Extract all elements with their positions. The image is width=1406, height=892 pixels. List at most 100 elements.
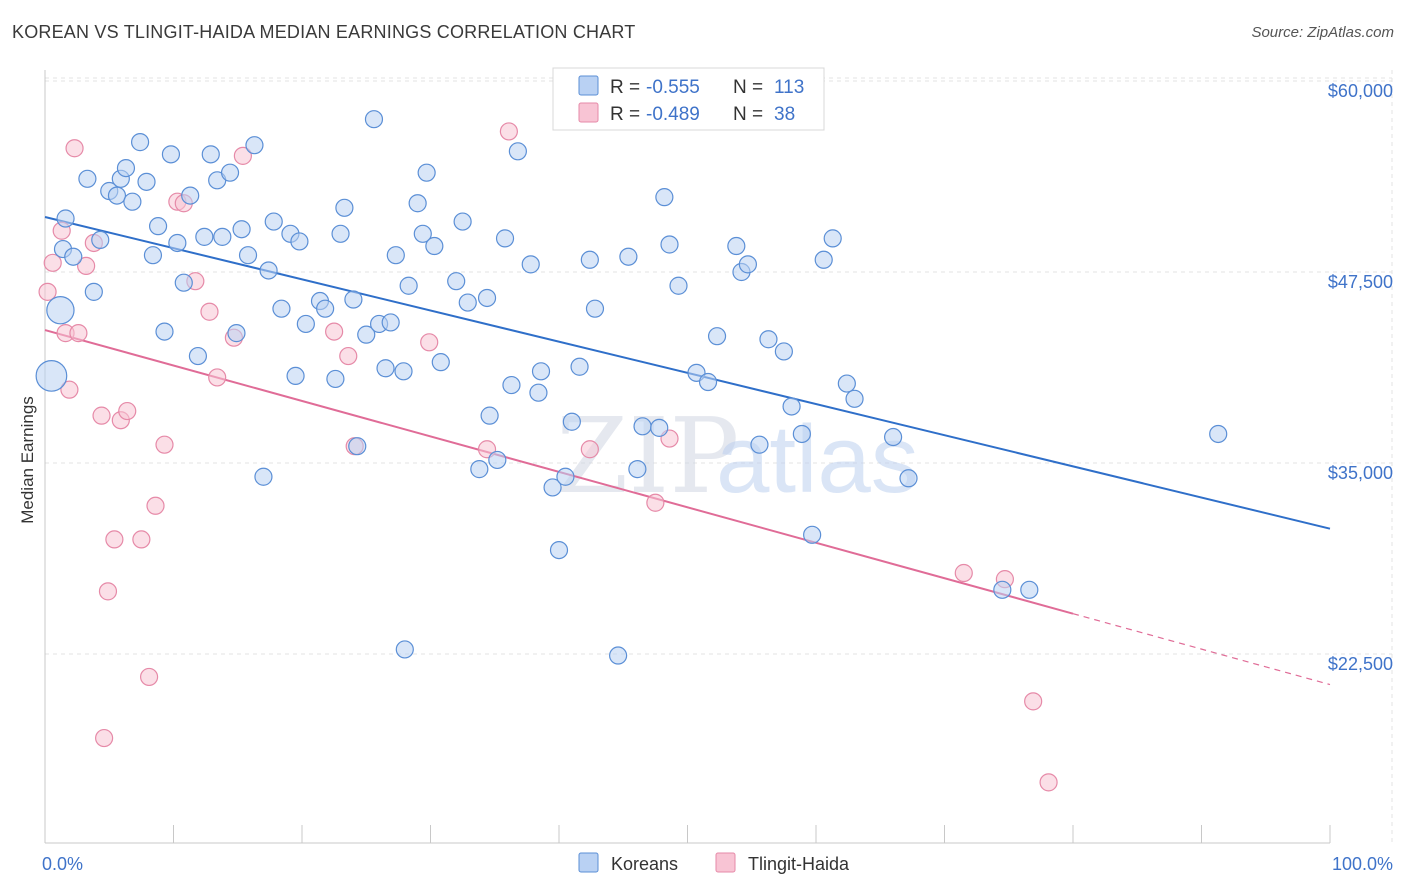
point-koreans-108 [1209, 424, 1228, 444]
point-tlingit-0 [38, 282, 57, 301]
point-koreans-66 [488, 450, 507, 470]
point-koreans-45 [344, 290, 363, 309]
legend-r-tlingit: -0.489 [646, 104, 700, 125]
bottom-legend-swatch-koreans [578, 852, 599, 873]
point-koreans-5 [78, 169, 97, 188]
point-koreans-65 [480, 406, 499, 425]
point-koreans-42 [326, 369, 345, 389]
point-koreans-104 [883, 427, 903, 447]
point-koreans-57 [417, 163, 436, 182]
watermark: ZIP atlas [556, 395, 919, 517]
point-koreans-12 [123, 192, 142, 211]
legend-n-label: N = [733, 77, 763, 98]
point-koreans-52 [386, 246, 405, 265]
point-koreans-21 [181, 186, 200, 205]
point-tlingit-37 [1024, 692, 1043, 711]
point-koreans-39 [296, 314, 315, 334]
point-koreans-74 [549, 540, 569, 560]
point-koreans-59 [431, 353, 450, 372]
point-tlingit-23 [208, 368, 227, 387]
legend-n-koreans: 113 [774, 77, 804, 98]
point-koreans-105 [899, 469, 918, 488]
point-koreans-32 [254, 467, 273, 486]
point-koreans-87 [669, 276, 688, 295]
point-koreans-60 [447, 272, 466, 291]
point-koreans-89 [698, 372, 718, 392]
point-koreans-63 [470, 460, 489, 479]
point-koreans-94 [750, 435, 769, 454]
point-koreans-106 [993, 580, 1012, 599]
point-koreans-80 [609, 646, 628, 665]
bottom-legend-swatch-tlingit [715, 852, 736, 873]
point-koreans-24 [201, 145, 220, 164]
point-koreans-78 [580, 250, 599, 269]
point-koreans-86 [660, 235, 679, 254]
point-tlingit-12 [105, 530, 124, 549]
point-koreans-34 [264, 212, 283, 231]
point-tlingit-14 [118, 401, 137, 421]
point-tlingit-6 [69, 324, 88, 343]
point-koreans-30 [238, 246, 258, 265]
point-koreans-95 [759, 330, 778, 349]
point-koreans-50 [376, 359, 395, 378]
y-tick-label-3: $22,500 [1328, 654, 1393, 674]
point-koreans-79 [585, 299, 605, 318]
point-koreans-69 [508, 142, 527, 161]
bottom-legend-koreans: Koreans [611, 854, 678, 874]
point-koreans-41 [316, 299, 335, 318]
chart-title: KOREAN VS TLINGIT-HAIDA MEDIAN EARNINGS … [12, 22, 636, 42]
y-axis-title: Median Earnings [18, 396, 37, 524]
point-koreans-70 [521, 255, 540, 274]
x-tick-label-0: 0.0% [42, 854, 83, 874]
point-koreans-2 [35, 360, 68, 392]
point-koreans-58 [425, 236, 444, 256]
point-koreans-19 [168, 233, 187, 253]
point-koreans-47 [357, 325, 376, 344]
point-tlingit-11 [98, 582, 118, 601]
legend-r-label-2: R = [610, 104, 640, 125]
point-koreans-100 [814, 250, 833, 269]
point-koreans-64 [477, 288, 497, 308]
point-koreans-68 [502, 375, 521, 395]
source-credit: Source: ZipAtlas.com [1251, 24, 1394, 41]
point-tlingit-1 [43, 253, 62, 272]
point-koreans-96 [774, 342, 793, 361]
point-koreans-28 [227, 324, 246, 343]
point-koreans-98 [792, 424, 811, 444]
point-tlingit-17 [146, 496, 165, 515]
point-koreans-102 [837, 374, 856, 393]
legend-n-tlingit: 38 [774, 104, 795, 125]
point-koreans-82 [628, 460, 647, 479]
point-tlingit-7 [77, 256, 96, 275]
point-koreans-18 [161, 145, 181, 164]
point-koreans-77 [570, 357, 589, 376]
legend-swatch-koreans [578, 75, 599, 96]
point-tlingit-26 [325, 322, 344, 341]
point-koreans-55 [408, 194, 427, 213]
point-koreans-53 [394, 362, 413, 381]
point-koreans-51 [381, 313, 400, 332]
point-koreans-61 [453, 212, 472, 231]
y-tick-label-2: $35,000 [1328, 463, 1393, 483]
point-tlingit-33 [646, 493, 665, 512]
point-koreans-23 [195, 227, 214, 246]
trend-line-tlingit-extension [1072, 613, 1331, 686]
bottom-legend-tlingit: Tlingit-Haida [748, 854, 850, 874]
x-tick-labels: 0.0% 100.0% [42, 854, 1393, 874]
point-koreans-76 [562, 412, 581, 431]
point-koreans-84 [650, 418, 669, 437]
point-tlingit-38 [1039, 773, 1058, 792]
point-koreans-71 [529, 383, 548, 402]
series-legend: Koreans Tlingit-Haida [578, 852, 850, 874]
point-koreans-44 [335, 198, 354, 217]
point-tlingit-22 [200, 302, 219, 321]
point-tlingit-32 [580, 440, 599, 459]
point-koreans-26 [213, 227, 232, 246]
point-tlingit-5 [65, 139, 84, 158]
point-koreans-83 [633, 417, 652, 436]
point-koreans-35 [272, 299, 291, 318]
point-koreans-67 [495, 229, 515, 248]
point-koreans-38 [290, 232, 309, 251]
point-koreans-72 [531, 362, 551, 381]
point-koreans-103 [845, 389, 864, 408]
